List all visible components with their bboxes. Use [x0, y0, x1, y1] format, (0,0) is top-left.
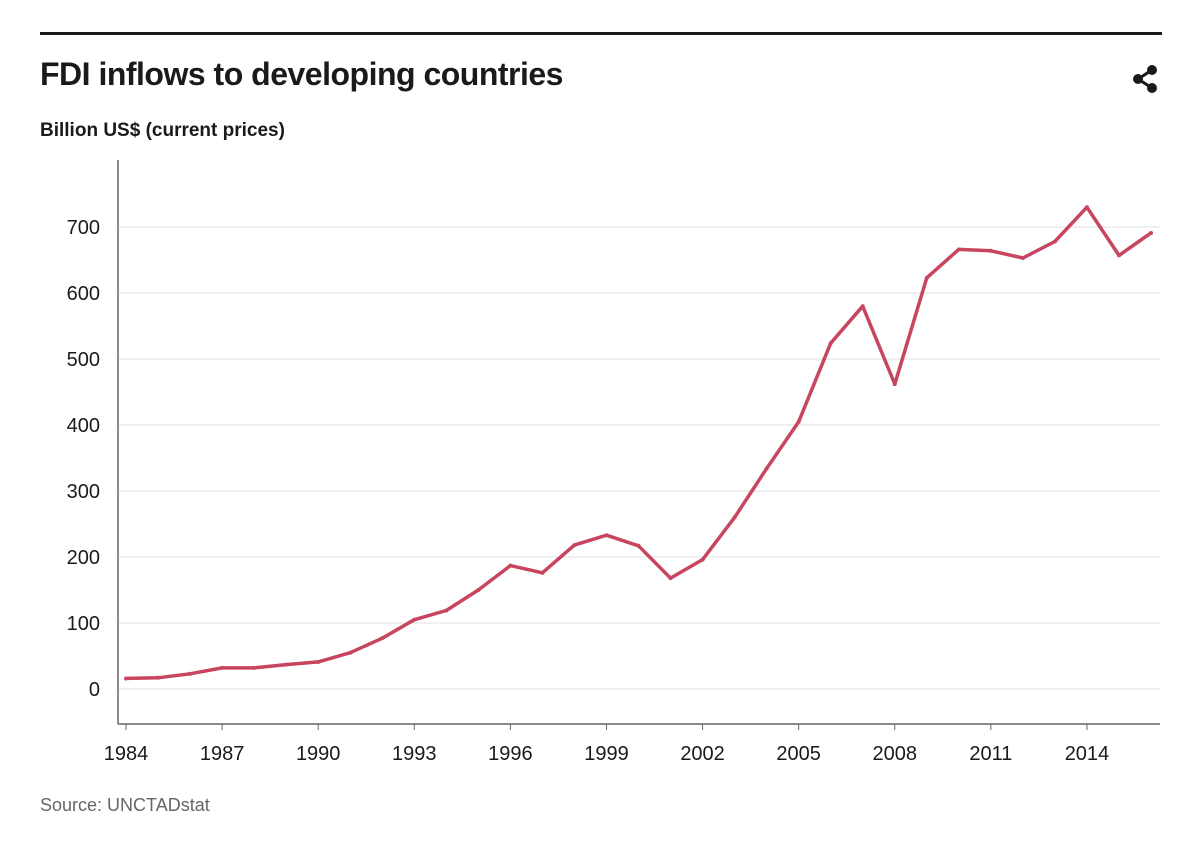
data-point [1020, 256, 1025, 261]
data-point [476, 588, 481, 592]
data-point [572, 543, 577, 548]
data-point [604, 533, 609, 538]
data-point [956, 247, 961, 252]
x-tick-label: 1993 [392, 743, 437, 765]
y-tick-label: 0 [89, 679, 100, 701]
data-point [1149, 230, 1153, 235]
x-tick-label: 2005 [776, 743, 821, 765]
x-axis-ticks: 1984 1987 1990 1993 1996 1999 2002 2005 2008 2011… [104, 724, 1109, 765]
data-point [508, 563, 513, 568]
y-tick-label: 700 [67, 217, 100, 239]
data-point [828, 341, 833, 346]
series-line [124, 205, 1153, 681]
data-point [316, 659, 321, 664]
data-point [220, 665, 225, 670]
y-tick-label: 400 [67, 415, 100, 437]
data-point [348, 650, 353, 655]
x-tick-label: 2008 [873, 743, 918, 765]
data-point [252, 665, 257, 670]
x-tick-label: 2011 [969, 743, 1012, 765]
data-point [1116, 253, 1121, 258]
axes [117, 160, 1160, 725]
top-rule [40, 32, 1162, 35]
data-point [732, 515, 737, 520]
chart-title: FDI inflows to developing countries [40, 56, 563, 92]
x-tick-label: 2002 [680, 743, 725, 765]
data-point [988, 248, 993, 253]
y-axis-ticks: 0 100 200 300 400 500 600 700 [67, 217, 100, 701]
x-tick-label: 1999 [584, 743, 629, 765]
data-point [156, 675, 161, 680]
y-axis-unit-label: Billion US$ (current prices) [40, 120, 285, 141]
x-tick-label: 1996 [488, 743, 533, 765]
data-point [1084, 205, 1089, 210]
data-point [860, 304, 865, 309]
y-tick-label: 200 [67, 547, 100, 569]
data-point [924, 275, 929, 280]
x-tick-label: 1984 [104, 743, 149, 765]
data-point [636, 543, 641, 548]
data-point [124, 676, 128, 681]
x-tick-label: 2014 [1065, 743, 1110, 765]
series-layer [124, 205, 1153, 681]
data-point [764, 466, 769, 471]
data-point [444, 608, 449, 613]
data-point [284, 662, 289, 667]
x-tick-label: 1987 [200, 743, 245, 765]
data-point [700, 557, 705, 562]
data-point [668, 576, 673, 581]
source-note: Source: UNCTADstat [40, 795, 210, 815]
gridlines [118, 226, 1160, 690]
x-tick-label: 1990 [296, 743, 341, 765]
y-tick-label: 100 [67, 613, 100, 635]
data-point [412, 617, 417, 622]
data-point [188, 671, 193, 676]
data-point [540, 570, 545, 575]
share-icon [1133, 65, 1157, 93]
y-tick-label: 500 [67, 349, 100, 371]
data-point [796, 419, 801, 424]
data-point [1052, 239, 1057, 244]
y-tick-label: 300 [67, 481, 100, 503]
data-point [380, 636, 385, 641]
data-point [892, 382, 897, 387]
y-tick-label: 600 [67, 283, 100, 305]
share-button[interactable] [1128, 62, 1162, 96]
